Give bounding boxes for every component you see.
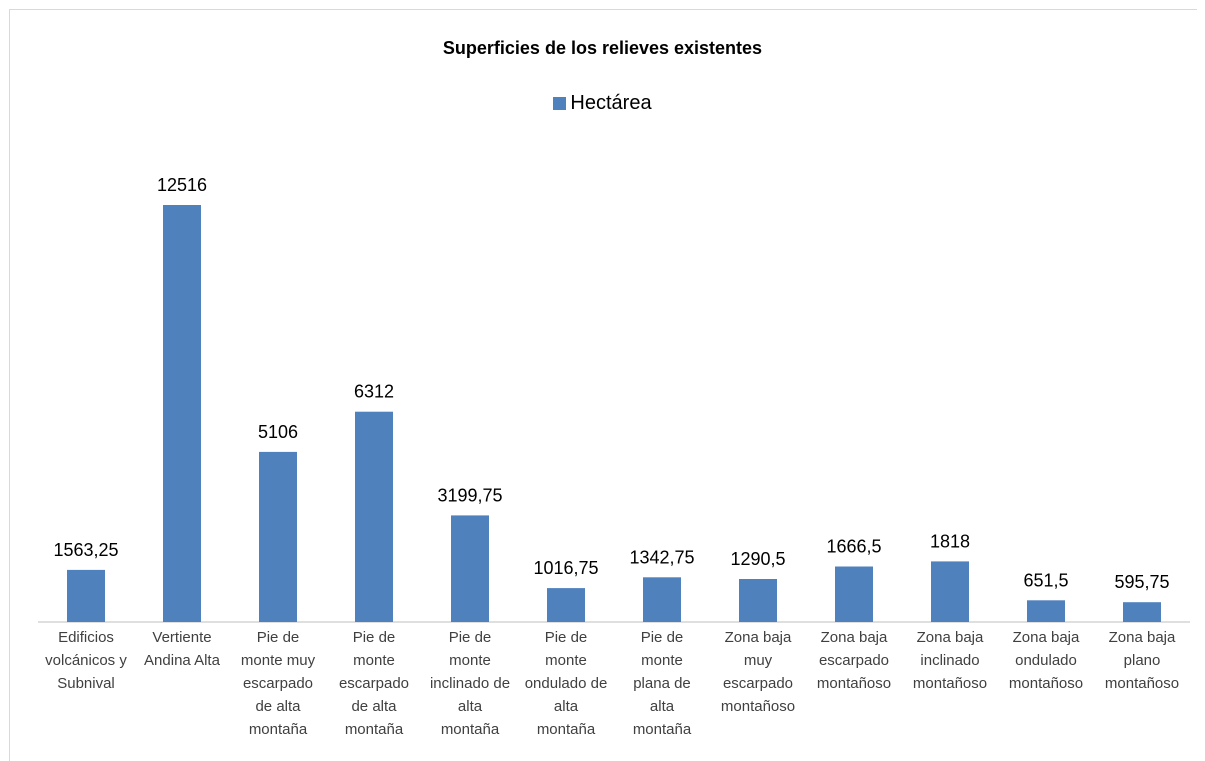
bar [67, 569, 105, 622]
data-label: 1666,5 [826, 537, 881, 557]
x-tick-label: Pie de monte muy escarpado de alta montaña [241, 629, 316, 738]
x-tick-label: Pie de monte escarpado de alta montaña [339, 629, 409, 738]
bar [835, 566, 873, 622]
chart-legend: Hectárea [0, 92, 1205, 115]
bar [355, 411, 393, 622]
x-tick-label: Pie de monte ondulado de alta montaña [525, 629, 608, 738]
x-tick-label: Vertiente Andina Alta [144, 629, 221, 669]
legend-swatch [553, 97, 567, 110]
bar [931, 561, 969, 622]
data-label: 6312 [354, 382, 394, 402]
bar [643, 577, 681, 622]
x-tick-label: Zona baja plano montañoso [1105, 629, 1179, 692]
data-label: 1563,25 [53, 540, 118, 560]
bar [739, 579, 777, 622]
data-label: 5106 [258, 422, 298, 442]
x-tick-label: Edificios volcánicos y Subnival [45, 629, 127, 692]
data-label: 3199,75 [437, 485, 502, 505]
data-label: 595,75 [1114, 572, 1169, 592]
chart-title: Superficies de los relieves existentes [442, 38, 763, 58]
x-tick-label: Pie de monte inclinado de alta montaña [430, 629, 510, 738]
data-label: 1818 [930, 531, 970, 551]
legend-label: Hectárea [570, 92, 652, 114]
bar [163, 205, 201, 622]
x-tick-label: Zona baja escarpado montañoso [817, 629, 891, 692]
data-label: 1342,75 [629, 547, 694, 567]
bar [547, 588, 585, 622]
bar [1027, 600, 1065, 622]
bar [1123, 602, 1161, 622]
x-tick-label: Zona baja ondulado montañoso [1009, 629, 1083, 692]
data-label: 1016,75 [533, 558, 598, 578]
x-tick-label: Pie de monte plana de alta montaña [633, 629, 692, 738]
chart-frame [9, 9, 1197, 761]
data-label: 651,5 [1023, 570, 1068, 590]
data-label: 1290,5 [730, 549, 785, 569]
data-label: 12516 [157, 175, 207, 195]
bar [451, 515, 489, 622]
x-tick-label: Zona baja inclinado montañoso [913, 629, 987, 692]
x-tick-label: Zona baja muy escarpado montañoso [721, 629, 795, 715]
bar [259, 451, 297, 622]
